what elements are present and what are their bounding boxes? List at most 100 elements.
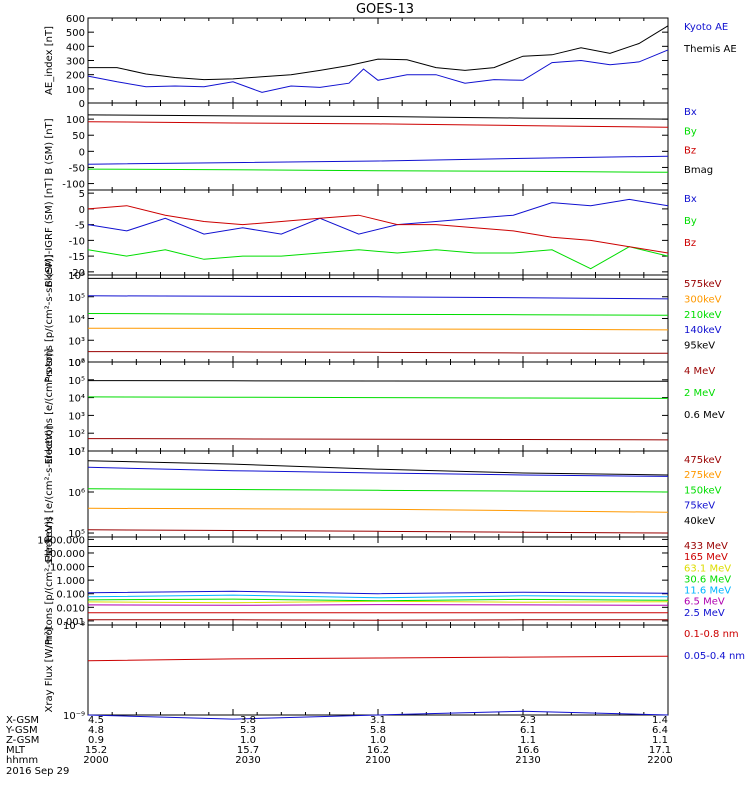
y-tick-label: 10¹ — [68, 447, 85, 458]
y-tick-label: 300 — [66, 57, 85, 68]
legend-entry: 30.6 MeV — [684, 574, 731, 585]
legend-entry: 150keV — [684, 485, 722, 496]
legend-entry: 0.1-0.8 nm — [684, 629, 739, 640]
orbit-cell: 2130 — [515, 755, 540, 766]
series-line-95kev — [87, 277, 669, 280]
orbit-cell: 3.8 — [240, 715, 256, 726]
y-tick-label: 10⁶ — [68, 271, 85, 282]
panel-6: 10⁵ 10⁶ 10⁷ Electrons [e/(cm²-s-sr-keV)] 475… — [44, 425, 722, 562]
y-axis-label: Electrons [e/(cm²-s-sr)] — [44, 349, 55, 465]
orbit-cell: 4.5 — [88, 715, 104, 726]
series-line-75kev — [87, 466, 669, 477]
legend-entry: 0.6 MeV — [684, 410, 725, 421]
y-tick-label: 100.000 — [44, 549, 85, 560]
series-line-210kev — [87, 313, 669, 316]
legend-entry: 165 MeV — [684, 552, 728, 563]
orbit-row-label: X-GSM — [6, 715, 39, 726]
legend-entry: 2.5 MeV — [684, 608, 725, 619]
panel-3: -20 -15 -10 -5 0 5 B (SM)-IGRF (SM) [nT] Bx By Bz — [44, 178, 697, 287]
panel-4: 10² 10³ 10⁴ 10⁵ 10⁶ Protons [p/(cm²-s-sr-keV)… — [44, 254, 722, 382]
y-tick-label: -15 — [69, 252, 85, 263]
series-line-4-mev — [87, 438, 669, 441]
legend-entry: Bx — [684, 194, 697, 205]
y-tick-label: 10⁵ — [68, 293, 85, 304]
orbit-row-label: hhmm — [6, 755, 38, 766]
legend-entry: 4 MeV — [684, 366, 715, 377]
legend-entry: 475keV — [684, 455, 722, 466]
legend-entry: Bz — [684, 238, 696, 249]
legend-entry: 275keV — [684, 470, 722, 481]
series-line-by — [87, 246, 669, 270]
series-line-63-1-mev — [87, 600, 669, 604]
panel-5: 10¹ 10² 10³ 10⁴ 10⁵ 10⁶ Electrons [e/(cm²-s-sr… — [44, 349, 725, 465]
orbit-cell: 15.2 — [85, 745, 107, 756]
date-label: 2016 Sep 29 — [6, 766, 69, 777]
y-tick-label: 10⁻⁸ — [63, 621, 85, 632]
legend-entry: 6.5 MeV — [684, 597, 725, 608]
y-tick-label: 10² — [68, 358, 85, 369]
y-tick-label: 1000.000 — [37, 535, 85, 546]
panel-2: -100 -50 0 50 100 B (SM) [nT] Bx By Bz Bmag — [44, 102, 713, 191]
series-line-0-1-0-8-nm — [87, 655, 669, 662]
orbit-row-label: Y-GSM — [5, 725, 38, 736]
y-tick-label: 200 — [66, 71, 85, 82]
orbit-cell: 6.1 — [520, 725, 536, 736]
series-line-475kev — [87, 529, 669, 534]
series-line-0-05-0-4-nm — [87, 710, 669, 720]
y-tick-label: -20 — [69, 268, 85, 279]
orbit-cell: 5.8 — [370, 725, 386, 736]
legend-entry: Themis AE — [683, 44, 737, 55]
orbit-cell: 2.3 — [520, 715, 536, 726]
series-line-themis-ae — [88, 25, 669, 81]
orbit-cell: 4.8 — [88, 725, 104, 736]
y-axis-label: Protons [p/(cm²-s-sr-keV)] — [44, 517, 55, 645]
y-tick-label: -100 — [62, 180, 85, 191]
y-tick-label: 0 — [79, 205, 85, 216]
legend-entry: 63.1 MeV — [684, 563, 731, 574]
y-axis-label: B (SM)-IGRF (SM) [nT] — [44, 178, 55, 287]
legend-entry: Bmag — [684, 165, 713, 176]
series-line-575kev — [87, 351, 669, 354]
legend-entry: 433 MeV — [684, 541, 728, 552]
series-line-2-mev — [87, 396, 669, 399]
y-tick-label: 10⁻⁹ — [63, 711, 85, 722]
panel-frame — [87, 274, 669, 363]
series-line-150kev — [87, 488, 669, 493]
series-line-0-6-mev — [87, 380, 669, 382]
y-tick-label: 10⁵ — [68, 376, 85, 387]
series-line-bz — [87, 121, 669, 128]
y-tick-label: 10³ — [68, 336, 85, 347]
orbit-row-label: MLT — [6, 745, 26, 756]
orbit-cell: 1.0 — [370, 735, 386, 746]
y-axis-label: Electrons [e/(cm²-s-sr-keV)] — [44, 425, 55, 562]
panel-1: 0 100 200 300 400 500 600 AE_index [nT] Kyoto AE… — [44, 14, 737, 110]
y-axis-label: B (SM) [nT] — [44, 118, 55, 174]
panel-8: 10⁻⁹ 10⁻⁸ Xray Flux [W/m²] 0.1-0.8 nm 0.05-0… — [44, 621, 745, 722]
y-tick-label: 600 — [66, 14, 85, 25]
y-tick-label: 0.001 — [56, 617, 85, 628]
legend-entry: 140keV — [684, 325, 722, 336]
series-line-11-6-mev — [87, 594, 669, 599]
y-tick-label: 100 — [66, 115, 85, 126]
series-line-bx — [87, 198, 669, 235]
series-line-bx — [87, 155, 669, 165]
orbit-cell: 1.1 — [520, 735, 536, 746]
y-tick-label: -10 — [69, 236, 85, 247]
series-line-30-6-mev — [87, 598, 669, 602]
y-tick-label: 5 — [79, 189, 85, 200]
orbit-cell: 1.4 — [652, 715, 668, 726]
orbit-cell: 0.9 — [88, 735, 104, 746]
legend-entry: 11.6 MeV — [684, 586, 731, 597]
series-line-140kev — [87, 295, 669, 300]
y-tick-label: 50 — [72, 131, 85, 142]
y-axis-label: AE_index [nT] — [44, 26, 55, 95]
panel-frame — [87, 624, 669, 716]
series-line-275kev — [87, 507, 669, 513]
plot-title: GOES-13 — [356, 2, 414, 17]
legend-entry: 75keV — [684, 501, 715, 512]
series-line-bmag — [87, 114, 669, 120]
legend-entry: 2 MeV — [684, 388, 715, 399]
y-tick-label: 10⁴ — [68, 315, 85, 326]
